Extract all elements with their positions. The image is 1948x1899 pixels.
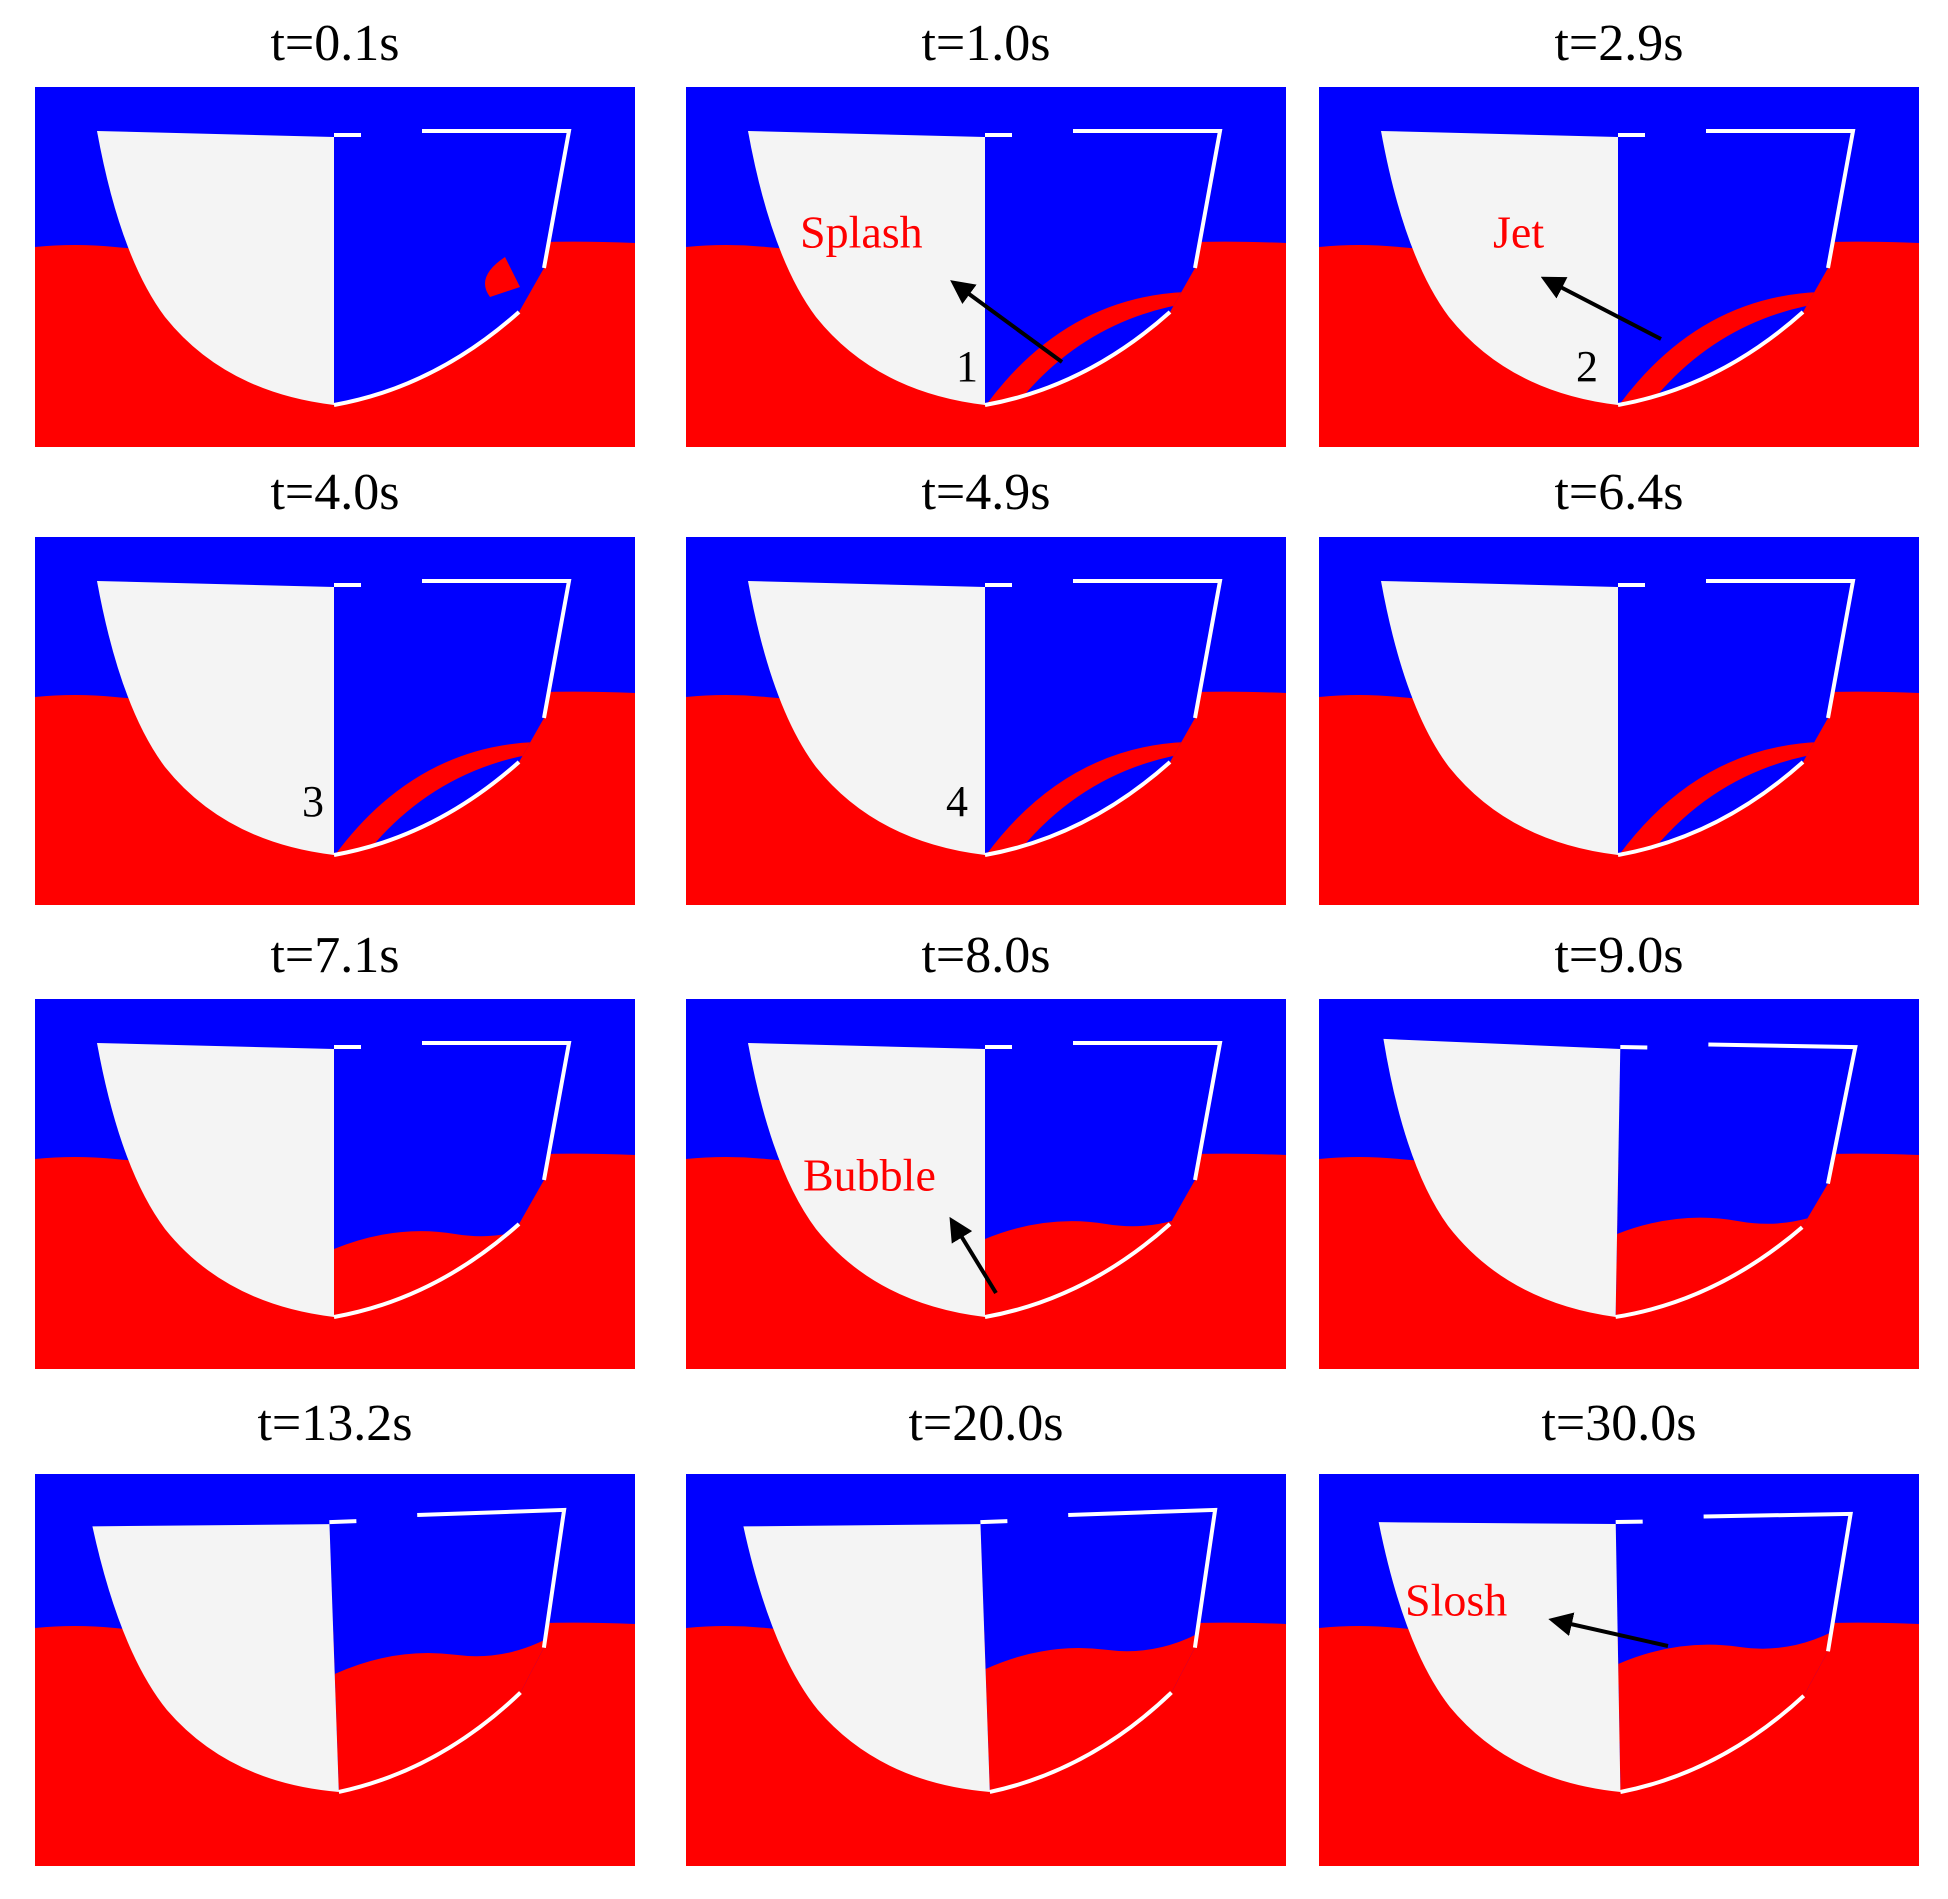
hull-outline [1617, 579, 1856, 857]
panel-body [1319, 1474, 1919, 1866]
panel: Bubble [686, 999, 1286, 1369]
panel-title: t=4.0s [270, 464, 399, 521]
hull-outline [329, 1507, 567, 1794]
stage-number: 4 [946, 777, 968, 826]
compartment [334, 581, 569, 855]
hull-outline [980, 1507, 1218, 1794]
hull-left [748, 131, 985, 405]
hull-outline [333, 129, 572, 407]
panel-body [35, 1474, 635, 1866]
panel-body [35, 999, 635, 1369]
panel-title: t=2.9s [1554, 15, 1683, 72]
compartment [1618, 131, 1853, 405]
hull [748, 579, 1223, 857]
compartment-water [986, 292, 1196, 405]
panel [1319, 999, 1919, 1369]
panel-body [686, 87, 1286, 447]
panel-body [35, 87, 635, 447]
hull-outline [1615, 1042, 1858, 1319]
arrow [1540, 276, 1662, 341]
panel-body [1319, 999, 1919, 1369]
annotation: Splash [800, 207, 923, 258]
hull-left [97, 1043, 334, 1317]
jet [986, 742, 1196, 855]
jet [1619, 292, 1829, 405]
panel [686, 1474, 1286, 1866]
panel-title: t=4.9s [921, 464, 1050, 521]
hull-outline [333, 579, 572, 857]
compartment-water [485, 257, 520, 297]
annotation: Bubble [803, 1150, 936, 1201]
hull-left [748, 1043, 985, 1317]
arrow [950, 280, 1064, 364]
hull-outline [1615, 1511, 1853, 1794]
jet [1619, 742, 1829, 855]
compartment-water [335, 742, 545, 855]
stage-number: 2 [1576, 342, 1598, 391]
panel-title: t=9.0s [1554, 927, 1683, 984]
compartment-water [1619, 742, 1829, 855]
panel [35, 87, 635, 447]
panel-body [686, 1474, 1286, 1866]
compartment [985, 131, 1220, 405]
annotation: Slosh [1405, 1575, 1507, 1626]
panel-body [1319, 537, 1919, 905]
panel-title: t=8.0s [921, 927, 1050, 984]
hull [1381, 579, 1856, 857]
hull [1381, 129, 1856, 407]
panel-body [1319, 87, 1919, 447]
panel: Slosh [1319, 1474, 1919, 1866]
panel: Jet 2 [1319, 87, 1919, 447]
hull-outline [984, 1041, 1223, 1319]
panel-title: t=20.0s [908, 1395, 1063, 1452]
panel-body [686, 999, 1286, 1369]
hull [748, 129, 1223, 407]
panel-title: t=1.0s [921, 15, 1050, 72]
jet [335, 742, 545, 855]
hull-left [1381, 131, 1618, 405]
hull-outline [984, 129, 1223, 407]
jet [986, 292, 1196, 405]
panel-title: t=0.1s [270, 15, 399, 72]
panel-title: t=13.2s [257, 1395, 412, 1452]
hull-left [1381, 581, 1618, 855]
hull-left [92, 1524, 339, 1792]
compartment-water [986, 742, 1196, 855]
hull-left [748, 581, 985, 855]
hull [97, 579, 572, 857]
hull-left [97, 581, 334, 855]
hull [97, 129, 572, 407]
panel: 3 [35, 537, 635, 905]
hull-outline [984, 579, 1223, 857]
annotation: Jet [1493, 207, 1544, 258]
stage-number: 1 [956, 342, 978, 391]
panel-title: t=7.1s [270, 927, 399, 984]
panel-title: t=6.4s [1554, 464, 1683, 521]
hull-left [1378, 1522, 1621, 1792]
compartment [985, 581, 1220, 855]
stage-number: 3 [302, 777, 324, 826]
panel: 4 [686, 537, 1286, 905]
panel-body [686, 537, 1286, 905]
hull-outline [1617, 129, 1856, 407]
panel [35, 999, 635, 1369]
splash [485, 257, 520, 297]
arrow [1548, 1612, 1669, 1648]
hull-outline [333, 1041, 572, 1319]
panel-body [35, 537, 635, 905]
hull [1378, 1511, 1856, 1794]
panel-title: t=30.0s [1541, 1395, 1696, 1452]
panel [1319, 537, 1919, 905]
panel [35, 1474, 635, 1866]
hull-left [97, 131, 334, 405]
panel: Splash 1 [686, 87, 1286, 447]
compartment-water [1619, 292, 1829, 405]
hull-left [743, 1524, 990, 1792]
arrow [949, 1216, 998, 1295]
compartment [334, 131, 569, 405]
hull-left [1383, 1038, 1621, 1317]
compartment [1618, 581, 1853, 855]
